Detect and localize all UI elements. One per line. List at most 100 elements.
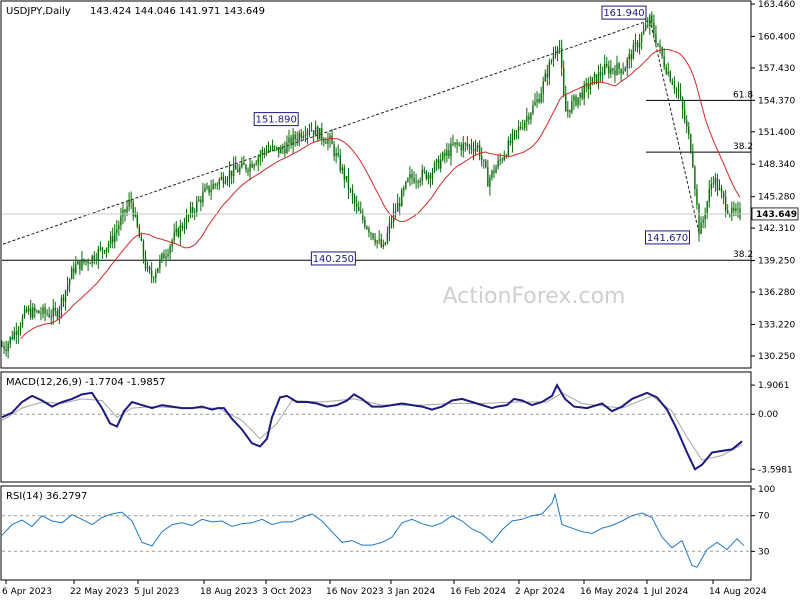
candle-body	[544, 73, 546, 82]
candle-body	[403, 188, 405, 191]
price-annotation-label: 140.250	[313, 254, 354, 265]
candle-body	[157, 268, 159, 273]
candle-body	[700, 222, 702, 235]
price-tick-label: 157.430	[758, 64, 795, 74]
candle-body	[384, 242, 387, 245]
candle-body	[89, 263, 91, 265]
candle-body	[140, 237, 143, 242]
candle-body	[497, 160, 499, 168]
candle-body	[517, 127, 520, 131]
candle-body	[40, 313, 42, 315]
candle-body	[185, 215, 188, 227]
candle-body	[146, 267, 149, 269]
candle-body	[155, 272, 157, 279]
candle-body	[343, 167, 346, 180]
candle-body	[722, 192, 725, 198]
macd-tick-label: 1.9061	[758, 381, 790, 391]
candle-body	[495, 167, 497, 174]
candle-body	[132, 202, 134, 217]
price-tick-label: 145.280	[758, 193, 795, 203]
candle-body	[249, 163, 251, 172]
candle-body	[645, 24, 647, 30]
candle-body	[704, 214, 706, 220]
candle-body	[630, 54, 633, 60]
candle-body	[245, 165, 247, 170]
candle-body	[577, 97, 579, 106]
candle-body	[5, 349, 7, 352]
candle-body	[712, 183, 715, 185]
candle-body	[659, 45, 661, 48]
candle-body	[304, 135, 307, 137]
candle-body	[278, 147, 280, 154]
price-tick-label: 136.280	[758, 288, 795, 298]
candle-body	[173, 232, 175, 241]
candle-body	[446, 150, 448, 156]
candle-body	[226, 178, 229, 182]
candle-body	[267, 149, 270, 152]
candle-body	[673, 84, 676, 89]
candle-body	[122, 209, 124, 217]
candle-body	[671, 81, 674, 85]
candle-body	[235, 164, 237, 170]
candle-body	[456, 142, 458, 145]
candle-body	[579, 92, 581, 98]
candle-body	[150, 270, 153, 278]
candle-body	[337, 153, 339, 156]
candle-body	[95, 259, 97, 261]
candle-body	[737, 208, 739, 210]
candle-body	[526, 116, 528, 122]
candle-body	[606, 63, 608, 67]
candle-body	[273, 146, 276, 148]
candle-body	[208, 185, 210, 193]
candle-body	[692, 152, 694, 168]
candle-body	[413, 178, 415, 183]
candle-body	[247, 169, 249, 172]
candle-body	[54, 307, 56, 311]
price-tick-label: 133.220	[758, 320, 795, 330]
candle-body	[460, 144, 462, 151]
candle-body	[394, 211, 397, 213]
candle-body	[364, 219, 366, 227]
candle-body	[567, 109, 569, 112]
candle-body	[97, 248, 100, 260]
candle-body	[368, 228, 370, 233]
candle-body	[19, 326, 22, 331]
candle-body	[30, 308, 32, 318]
candle-body	[312, 130, 315, 135]
candle-body	[649, 15, 651, 26]
candle-body	[353, 196, 356, 204]
candle-body	[513, 130, 516, 134]
candle-body	[23, 309, 26, 317]
candle-body	[427, 174, 430, 179]
fib-level-label: 61.8	[733, 90, 753, 100]
candle-body	[153, 277, 155, 279]
candle-body	[187, 215, 190, 216]
candle-body	[724, 197, 727, 211]
candle-body	[522, 127, 524, 129]
candle-body	[292, 134, 294, 146]
candle-body	[204, 187, 206, 192]
candle-body	[83, 259, 85, 263]
candle-body	[653, 22, 655, 34]
date-axis: 6 Apr 2023 22 May 2023 5 Jul 2023 18 Aug 20…	[2, 580, 767, 597]
candle-body	[468, 145, 471, 147]
candle-body	[534, 102, 536, 106]
candle-body	[538, 99, 540, 103]
macd-tick-label: 0.00	[758, 410, 778, 420]
candle-body	[134, 213, 136, 217]
candle-body	[669, 71, 671, 82]
candle-body	[560, 47, 563, 68]
date-tick-label: 16 Nov 2023	[326, 587, 384, 597]
candle-body	[487, 167, 489, 187]
candle-body	[392, 211, 395, 222]
trendline-dashed	[649, 19, 700, 236]
candle-body	[206, 185, 208, 188]
candle-body	[351, 189, 354, 197]
candle-body	[556, 48, 559, 54]
candle-body	[552, 55, 555, 61]
candle-body	[325, 142, 327, 144]
candle-body	[335, 153, 337, 157]
candle-body	[144, 257, 147, 269]
candle-body	[68, 279, 71, 285]
candle-body	[593, 74, 596, 78]
